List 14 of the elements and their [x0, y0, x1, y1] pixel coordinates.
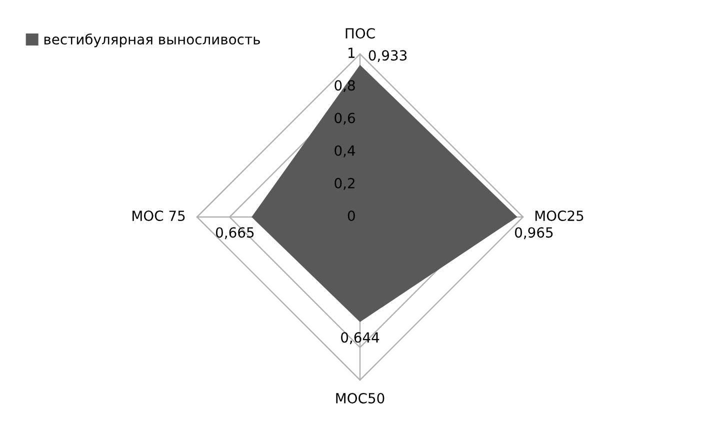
y-tick-label: 0,6 — [334, 112, 355, 125]
y-tick-label: 0,4 — [334, 145, 356, 158]
data-label: 0,965 — [514, 227, 553, 240]
spoke-label: ПОС — [346, 28, 375, 39]
data-label: 0,933 — [368, 50, 407, 62]
legend-label: вестибулярная выносливость — [44, 34, 260, 48]
spoke-label: МОС25 — [535, 210, 584, 222]
y-tick-label: 0 — [348, 210, 355, 222]
data-label: 0,665 — [216, 227, 254, 240]
spoke-label: МОС50 — [336, 392, 384, 404]
spoke-label: МОС 75 — [132, 210, 185, 222]
y-tick-label: 0,2 — [334, 178, 354, 190]
y-tick-label: 1 — [348, 48, 355, 58]
data-label: 0,644 — [341, 332, 380, 344]
